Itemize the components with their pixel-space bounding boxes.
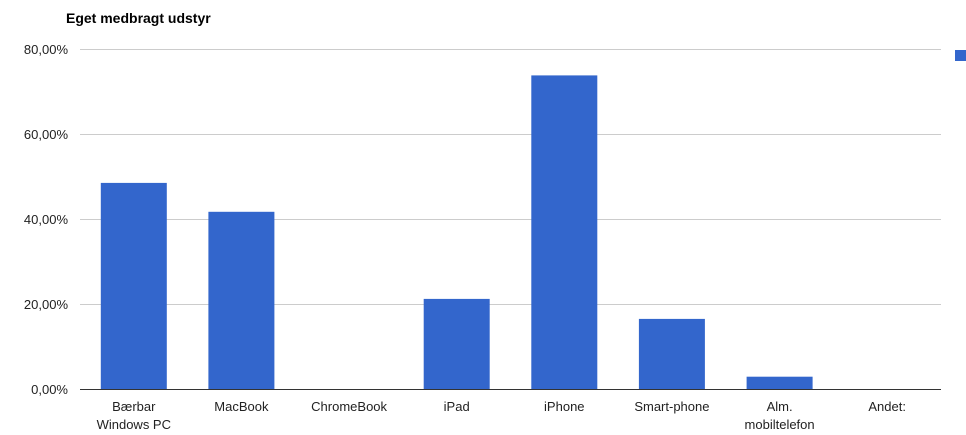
chart-title: Eget medbragt udstyr	[66, 10, 211, 26]
bar	[208, 211, 275, 389]
y-tick-label: 80,00%	[24, 42, 69, 57]
x-tick-label: MacBook	[214, 399, 269, 414]
x-tick-label: iPad	[444, 399, 470, 414]
legend-swatch	[955, 50, 966, 61]
y-tick-label: 60,00%	[24, 127, 69, 142]
bar	[531, 75, 598, 390]
bar	[423, 298, 490, 389]
x-axis-labels: Bærbar Windows PC MacBook ChromeBook iPad iPh…	[97, 399, 906, 432]
bar	[638, 318, 705, 389]
y-tick-label: 0,00%	[31, 382, 68, 397]
grid-lines	[80, 49, 941, 390]
x-tick-label: Smart-phone	[634, 399, 709, 414]
x-tick-label: iPhone	[544, 399, 584, 414]
x-tick-label: Alm. mobiltelefon	[745, 399, 815, 432]
y-tick-label: 20,00%	[24, 297, 69, 312]
x-tick-label: Andet:	[868, 399, 906, 414]
bars	[100, 75, 813, 390]
bar	[100, 182, 167, 389]
x-tick-label: ChromeBook	[311, 399, 387, 414]
y-axis-ticks: 0,00% 20,00% 40,00% 60,00% 80,00%	[24, 42, 69, 397]
bar	[746, 376, 813, 389]
x-tick-label: Bærbar Windows PC	[97, 399, 171, 432]
y-tick-label: 40,00%	[24, 212, 69, 227]
